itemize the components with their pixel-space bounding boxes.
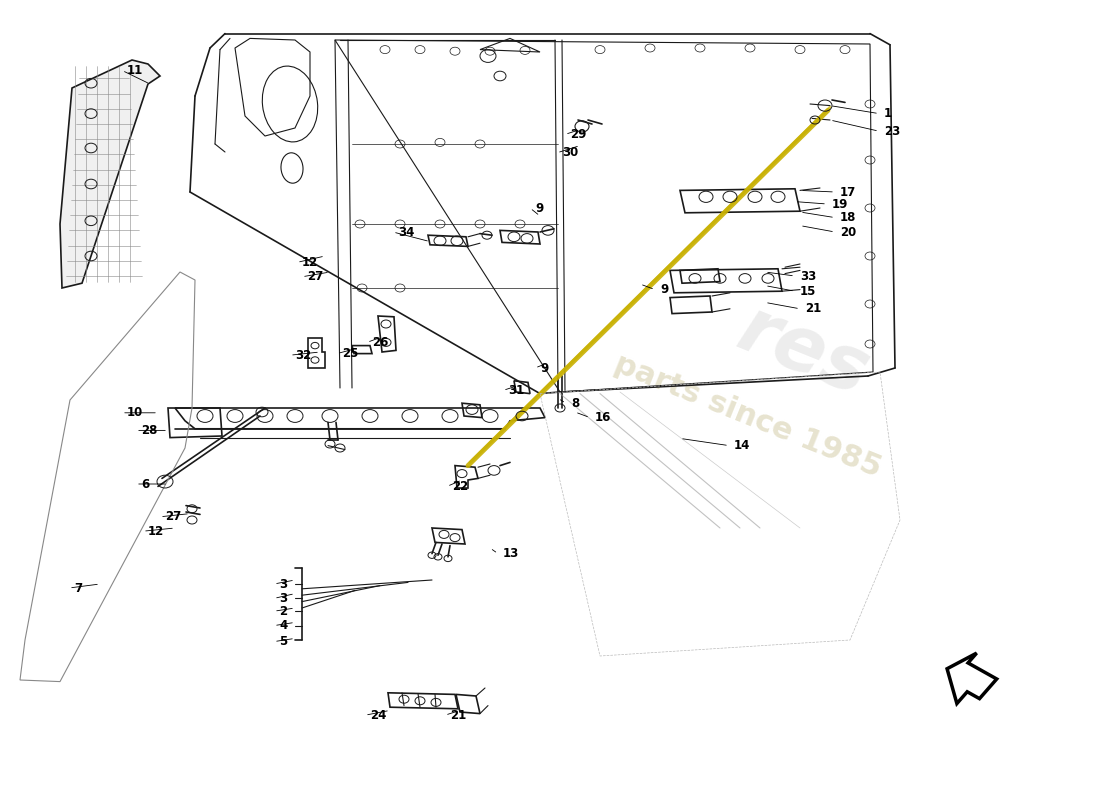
Text: 6: 6 [141, 478, 150, 490]
Text: 25: 25 [342, 347, 359, 360]
Text: 12: 12 [302, 256, 318, 269]
Text: 9: 9 [660, 283, 669, 296]
Text: 15: 15 [800, 285, 816, 298]
Text: 24: 24 [370, 709, 386, 722]
Text: 18: 18 [840, 211, 857, 224]
Text: 29: 29 [570, 128, 586, 141]
Text: 32: 32 [295, 349, 311, 362]
Polygon shape [947, 653, 997, 703]
Text: 13: 13 [503, 547, 519, 560]
Text: 19: 19 [832, 198, 848, 210]
Text: 22: 22 [452, 480, 469, 493]
Text: 34: 34 [398, 226, 415, 238]
Text: 4: 4 [279, 619, 287, 632]
Text: 23: 23 [884, 125, 900, 138]
Text: 30: 30 [562, 146, 579, 159]
Text: 8: 8 [571, 397, 580, 410]
Text: 5: 5 [279, 635, 287, 648]
Text: 9: 9 [540, 362, 548, 374]
Text: 27: 27 [165, 510, 182, 523]
Text: 16: 16 [595, 411, 612, 424]
Text: 3: 3 [279, 578, 287, 590]
Text: parts since 1985: parts since 1985 [610, 349, 886, 483]
Text: 10: 10 [126, 406, 143, 419]
Text: 33: 33 [800, 270, 816, 282]
Text: 14: 14 [734, 439, 750, 452]
Text: 21: 21 [450, 709, 466, 722]
Text: 28: 28 [141, 424, 157, 437]
Text: 17: 17 [840, 186, 856, 198]
Text: 26: 26 [372, 336, 388, 349]
Text: 31: 31 [508, 384, 525, 397]
Text: 3: 3 [279, 592, 287, 605]
Text: 1: 1 [884, 107, 892, 120]
Text: 2: 2 [279, 605, 287, 618]
Text: 7: 7 [74, 582, 82, 594]
Text: 20: 20 [840, 226, 856, 238]
Text: 11: 11 [126, 64, 143, 77]
Polygon shape [60, 60, 160, 288]
Text: 21: 21 [805, 302, 822, 315]
Text: 27: 27 [307, 270, 323, 283]
Text: res: res [727, 293, 879, 411]
Text: 9: 9 [535, 202, 543, 214]
Text: 12: 12 [148, 525, 164, 538]
